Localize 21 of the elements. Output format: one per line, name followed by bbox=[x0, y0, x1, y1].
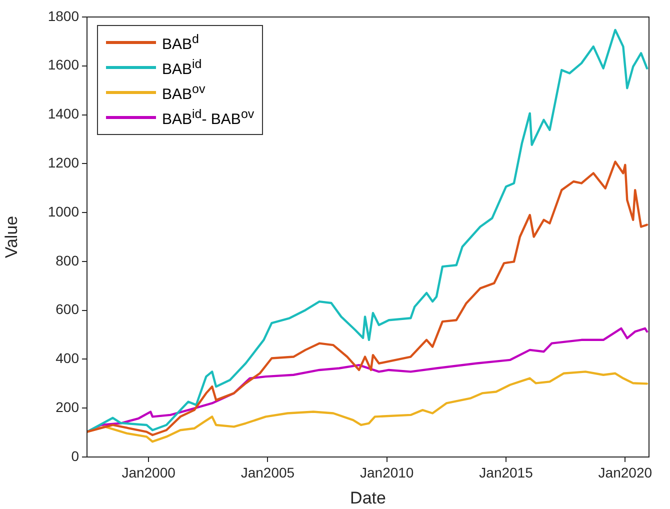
x-axis-title: Date bbox=[350, 488, 386, 508]
x-tick-label: Jan2005 bbox=[240, 464, 295, 480]
legend-label: BAB$^{d}$ bbox=[162, 32, 199, 53]
y-tick-label: 600 bbox=[56, 301, 80, 318]
legend-label: BAB$^{id}$- BAB$^{ov}$ bbox=[162, 107, 254, 128]
y-tick-label: 1400 bbox=[48, 106, 80, 122]
x-tick-label: Jan2010 bbox=[360, 464, 414, 480]
y-tick-label: 0 bbox=[71, 448, 80, 464]
legend-label: BAB$^{ov}$ bbox=[162, 82, 206, 103]
legend-label: BAB$^{id}$ bbox=[162, 57, 202, 78]
y-tick-label: 200 bbox=[56, 398, 80, 415]
y-tick-label: 1800 bbox=[48, 8, 80, 24]
x-tick-label: Jan2015 bbox=[479, 464, 534, 480]
x-tick-label: Jan2020 bbox=[598, 464, 652, 480]
y-tick-label: 400 bbox=[56, 350, 80, 366]
y-axis-title: Value bbox=[2, 216, 21, 258]
x-tick-label: Jan2000 bbox=[122, 464, 176, 480]
y-tick-label: 1200 bbox=[48, 154, 80, 171]
y-tick-label: 1000 bbox=[48, 203, 80, 220]
y-tick-label: 800 bbox=[56, 252, 80, 268]
y-tick-label: 1600 bbox=[48, 56, 80, 73]
